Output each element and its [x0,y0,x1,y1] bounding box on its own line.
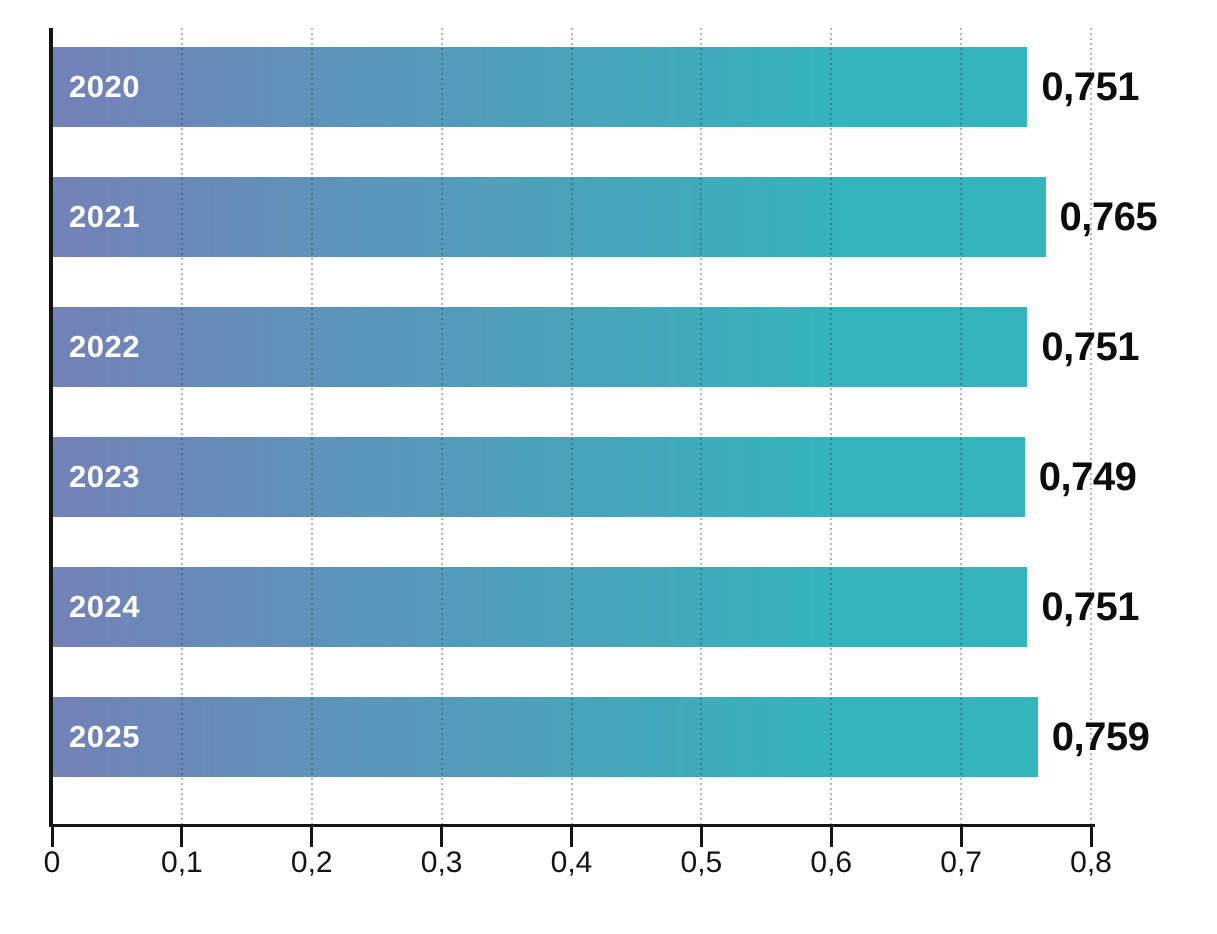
x-tick [440,824,444,847]
x-tick-label: 0,7 [940,846,982,879]
bar-category-label: 2025 [69,719,140,754]
gridline [700,28,703,824]
bar-2022: 2022 [52,307,1028,387]
bar-value-label: 0,751 [1041,585,1139,629]
x-tick-label: 0,6 [810,846,853,879]
bar-2021: 2021 [52,177,1046,257]
x-tick-label: 0,3 [420,846,463,879]
bar-value-label: 0,759 [1051,715,1150,759]
x-tick-label: 0,2 [290,846,333,879]
x-tick [699,824,703,847]
bar-value-label: 0,749 [1038,455,1137,499]
gridline [310,28,313,824]
bar-2020: 2020 [52,47,1028,127]
bar-category-label: 2021 [69,199,140,234]
x-tick [829,824,833,847]
bar-2023: 2023 [52,437,1025,517]
x-tick-label: 0,4 [550,846,593,879]
gridline [440,28,443,824]
bar-value-label: 0,751 [1041,65,1139,109]
bar-value-label: 0,765 [1059,195,1158,239]
x-tick [570,824,573,847]
y-axis-line [49,28,53,827]
bar-2025: 2025 [52,697,1038,777]
x-tick [310,824,314,847]
gridline [830,28,833,824]
bar-category-label: 2022 [69,329,140,364]
x-tick-label: 0,1 [161,846,203,879]
x-tick [959,824,963,847]
x-tick [180,824,184,847]
x-tick-label: 0,8 [1070,846,1112,879]
bar-category-label: 2023 [69,459,140,494]
x-tick [50,824,54,847]
x-tick-label: 0 [43,846,61,879]
gridline [1090,28,1092,824]
gridline [570,28,573,824]
gridline [960,28,963,824]
x-tick [1089,824,1093,847]
bar-category-label: 2020 [69,69,140,104]
bar-value-label: 0,751 [1041,325,1139,369]
bar-category-label: 2024 [69,589,140,624]
x-tick-label: 0,5 [680,846,723,879]
gridline [180,28,183,824]
bar-2024: 2024 [52,567,1028,647]
